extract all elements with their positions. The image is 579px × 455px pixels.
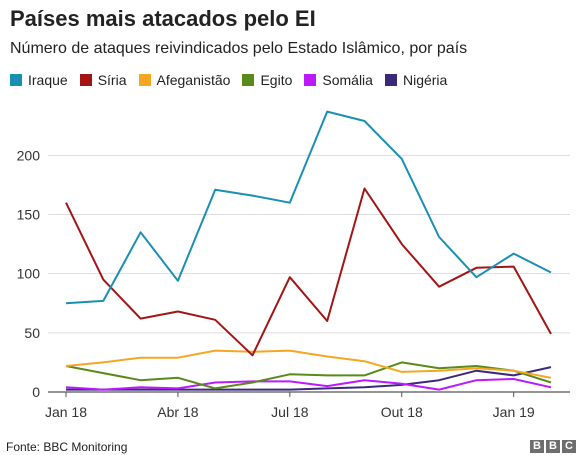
legend: Iraque Síria Afeganistão Egito Somália Nigéri… [10, 72, 447, 88]
legend-item-4: Somália [304, 72, 373, 88]
y-axis-ticks: 0 50 100 150 200 [17, 147, 41, 400]
legend-label: Somália [322, 72, 373, 88]
bbc-logo-letter: B [530, 440, 544, 453]
series-line-somália [65, 378, 552, 391]
x-axis-ticks: Jan 18 Abr 18 Jul 18 Out 18 Jan 19 [45, 392, 535, 420]
legend-label: Síria [97, 72, 127, 88]
legend-swatch [304, 74, 317, 86]
legend-swatch [138, 74, 151, 86]
x-tick-label: Out 18 [381, 404, 423, 420]
legend-swatch [10, 74, 22, 86]
legend-label: Nigéria [402, 72, 448, 88]
grid-layer [48, 154, 570, 393]
legend-label: Afeganistão [156, 72, 231, 88]
legend-swatch [384, 74, 397, 86]
y-tick-label: 0 [32, 384, 40, 400]
y-tick-label: 100 [17, 266, 41, 282]
y-tick-label: 50 [24, 325, 40, 341]
legend-item-0: Iraque [10, 72, 68, 88]
legend-item-2: Afeganistão [138, 72, 231, 88]
x-tick-label: Jul 18 [271, 404, 309, 420]
legend-item-3: Egito [242, 72, 292, 88]
legend-swatch [242, 74, 255, 86]
series-line-afeganistão [65, 349, 552, 379]
y-tick-label: 200 [17, 147, 41, 163]
series-line-nigéria [66, 366, 552, 391]
legend-swatch [79, 74, 92, 86]
series-line-egito [65, 361, 552, 390]
legend-label: Iraque [28, 72, 68, 88]
series-line-iraque [65, 110, 552, 305]
x-tick-label: Jan 19 [493, 404, 535, 420]
legend-item-1: Síria [79, 72, 127, 88]
series-line-síria [65, 187, 552, 357]
chart-title: Países mais atacados pelo EI [10, 6, 316, 31]
series-layer [65, 110, 552, 391]
y-tick-label: 150 [17, 207, 41, 223]
x-tick-label: Abr 18 [157, 404, 198, 420]
bbc-logo-letter: B [546, 440, 560, 453]
legend-item-5: Nigéria [384, 72, 448, 88]
bbc-logo-letter: C [562, 440, 576, 453]
bbc-logo: B B C [530, 440, 576, 453]
source-note: Fonte: BBC Monitoring [6, 440, 128, 454]
x-tick-label: Jan 18 [45, 404, 87, 420]
chart-subtitle: Número de ataques reivindicados pelo Est… [10, 40, 468, 57]
legend-label: Egito [260, 72, 293, 88]
